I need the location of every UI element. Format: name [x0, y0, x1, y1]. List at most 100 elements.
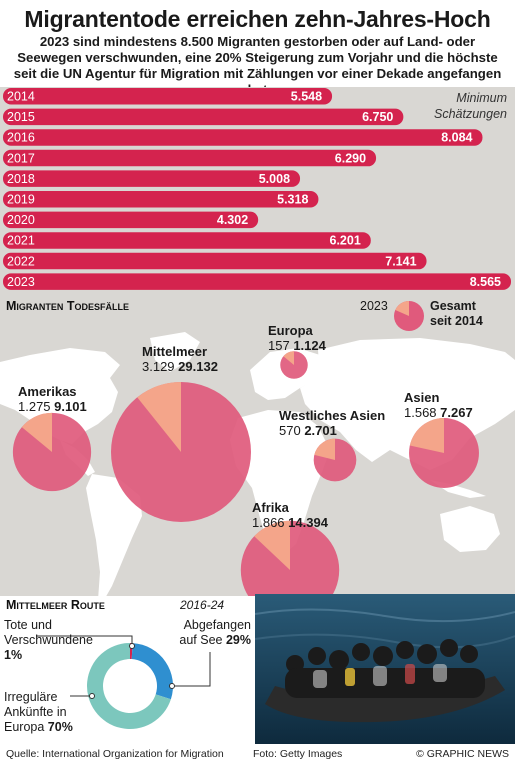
bar-2021	[3, 232, 371, 249]
route-label: Mittelmeer Route	[6, 598, 105, 612]
bar-2022	[3, 252, 427, 270]
bubble-region-name: Amerikas	[18, 384, 77, 399]
legend-total: Gesamt seit 2014	[430, 299, 483, 329]
bar-value-label: 8.084	[441, 131, 472, 145]
bubble-region-name: Afrika	[252, 500, 289, 515]
irregular-label-line-1: Irreguläre	[4, 690, 58, 704]
bubble-value-2023: 570	[279, 423, 301, 438]
bar-value-label: 5.548	[291, 90, 322, 104]
australia-shape	[440, 506, 500, 552]
bubble-label: Europa 157 1.124	[268, 323, 326, 353]
bar-year-label: 2021	[7, 234, 35, 248]
bar-year-label: 2015	[7, 110, 35, 124]
bubble-label: Amerikas 1.275 9.101	[18, 384, 87, 414]
south-america-shape	[86, 474, 142, 600]
intercepted-label-line-2: auf See	[179, 633, 223, 647]
bar-2018	[3, 170, 301, 187]
bar-2014	[3, 88, 333, 105]
bubble-value-2023: 1.275	[18, 399, 51, 414]
note-line-2: Schätzungen	[434, 107, 507, 121]
bubble-2023-afrika	[254, 520, 290, 570]
bar-value-label: 7.141	[385, 254, 416, 268]
leader-intercepted-dot	[169, 683, 175, 689]
page-title: Migrantentode erreichen zehn-Jahres-Hoch	[24, 6, 491, 32]
bubble-value-total: 29.132	[178, 359, 218, 374]
bubble-region-name: Mittelmeer	[142, 344, 208, 359]
bar-2019	[3, 191, 319, 208]
bar-chart-note: Minimum Schätzungen	[434, 90, 507, 122]
leader-irregular-dot	[89, 693, 95, 699]
dead-label-line-2: Verschwundene	[4, 633, 93, 647]
copyright: © GRAPHIC NEWS	[416, 748, 509, 760]
greenland-shape	[150, 332, 200, 372]
dead-pct: 1%	[4, 648, 23, 662]
bubble-region-name: Asien	[404, 390, 440, 405]
bubble-value-2023: 1.866	[252, 515, 285, 530]
leader-dead-dot	[129, 643, 135, 649]
dead-label: Tote und Verschwundene 1%	[4, 618, 93, 663]
bubble-2023-mittelmeer	[137, 382, 181, 452]
bar-year-label: 2022	[7, 254, 35, 268]
bar-2016	[3, 129, 483, 146]
bar-2023	[3, 273, 511, 290]
legend-year: 2023	[360, 299, 388, 313]
bubble-2023-europa	[283, 351, 294, 365]
bar-value-label: 6.290	[335, 151, 366, 165]
bubble-value-total: 14.394	[288, 515, 328, 530]
bar-year-label: 2020	[7, 213, 35, 227]
bar-year-label: 2017	[7, 151, 35, 165]
note-line-1: Minimum	[456, 91, 507, 105]
bar-value-label: 8.565	[470, 275, 501, 289]
intercepted-label: Abgefangen auf See 29%	[153, 618, 251, 648]
bubble-value-total: 7.267	[440, 405, 473, 420]
donut-slice-1	[131, 643, 173, 700]
bar-value-label: 5.318	[277, 193, 308, 207]
bar-2017	[3, 149, 377, 167]
legend-total-line-2: seit 2014	[430, 314, 483, 328]
leader-dead	[36, 635, 133, 646]
bubble-value-total: 1.124	[293, 338, 326, 353]
bubble-2023-amerikas	[21, 412, 52, 452]
bubble-region-name: Westliches Asien	[279, 408, 386, 423]
bubble-value-total: 9.101	[54, 399, 87, 414]
source-note: Quelle: International Organization for M…	[6, 748, 224, 760]
photo-credit: Foto: Getty Images	[253, 748, 343, 760]
bubble-value-2023: 3.129	[142, 359, 175, 374]
bubble-label: Westliches Asien 570 2.701	[279, 408, 385, 438]
africa-shape	[230, 410, 330, 556]
bar-year-label: 2018	[7, 172, 35, 186]
bar-year-label: 2014	[7, 90, 35, 104]
bubble-label: Asien 1.568 7.267	[404, 390, 473, 420]
intercepted-label-line-1: Abgefangen	[183, 618, 251, 632]
boat-photo	[255, 594, 515, 744]
bubble-value-total: 2.701	[304, 423, 337, 438]
bar-value-label: 5.008	[259, 172, 290, 186]
leader-intercepted	[172, 652, 211, 687]
irregular-label-line-3: Europa	[4, 720, 45, 734]
bar-year-label: 2016	[7, 131, 35, 145]
bar-chart: 2014 5.548 2015 6.750 2016 8.084 2017 6.290 2018…	[3, 88, 511, 290]
irregular-label-line-2: Ankünfte in	[4, 705, 67, 719]
bubble-label: Afrika 1.866 14.394	[252, 500, 328, 530]
bubble-label: Mittelmeer 3.129 29.132	[142, 344, 218, 374]
route-period: 2016-24	[180, 598, 225, 612]
donut-slice-2	[87, 643, 171, 729]
bar-year-label: 2023	[7, 275, 35, 289]
bubble-2023-westliches-asien	[314, 438, 335, 460]
bar-value-label: 6.201	[330, 234, 361, 248]
bar-value-label: 6.750	[362, 110, 393, 124]
irregular-pct: 70%	[47, 720, 73, 734]
bar-2020	[3, 211, 259, 229]
dead-label-line-1: Tote und	[4, 618, 52, 632]
irregular-label: Irreguläre Ankünfte in Europa 70%	[4, 690, 73, 735]
intercepted-pct: 29%	[225, 633, 251, 647]
bar-value-label: 4.302	[217, 213, 248, 227]
bubbles-layer	[12, 351, 479, 600]
world-map	[0, 300, 515, 600]
legend-bubble	[394, 301, 424, 331]
bubble-value-2023: 1.568	[404, 405, 437, 420]
legend-total-line-1: Gesamt	[430, 299, 476, 313]
bar-2015	[3, 108, 404, 126]
donut-leader-lines	[36, 635, 211, 699]
bubble-2023-asien	[409, 418, 444, 453]
